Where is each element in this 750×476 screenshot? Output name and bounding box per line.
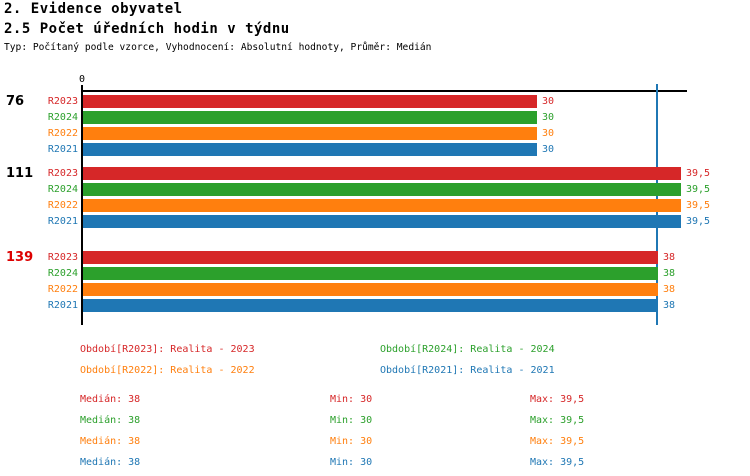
bar-value-label: 39,5 bbox=[686, 168, 711, 179]
stat-median: Medián: 38 bbox=[80, 415, 141, 426]
stat-median: Medián: 38 bbox=[80, 394, 141, 405]
series-label: R2024 bbox=[47, 184, 78, 195]
bar-value-label: 38 bbox=[663, 300, 676, 311]
series-label: R2022 bbox=[47, 200, 78, 211]
series-label: R2023 bbox=[47, 168, 78, 179]
bar-value-label: 38 bbox=[663, 252, 676, 263]
series-label: R2023 bbox=[47, 96, 78, 107]
group-label: 139 bbox=[6, 250, 34, 265]
legend-item-r2024: Období[R2024]: Realita - 2024 bbox=[380, 344, 555, 355]
bar bbox=[83, 127, 537, 140]
bar bbox=[83, 299, 658, 312]
bar bbox=[83, 95, 537, 108]
group-label: 111 bbox=[6, 166, 34, 181]
chart-title: 2.5 Počet úředních hodin v týdnu bbox=[4, 21, 290, 37]
bar-value-label: 39,5 bbox=[686, 200, 711, 211]
bar bbox=[83, 251, 658, 264]
stat-max: Max: 39,5 bbox=[530, 457, 585, 468]
bar-value-label: 38 bbox=[663, 268, 676, 279]
legend-item-r2022: Období[R2022]: Realita - 2022 bbox=[80, 365, 255, 376]
bar-value-label: 39,5 bbox=[686, 184, 711, 195]
stat-median: Medián: 38 bbox=[80, 457, 141, 468]
legend-item-r2023: Období[R2023]: Realita - 2023 bbox=[80, 344, 255, 355]
chart-subtitle: Typ: Počítaný podle vzorce, Vyhodnocení:… bbox=[4, 42, 432, 53]
series-label: R2021 bbox=[47, 144, 78, 155]
bar-value-label: 38 bbox=[663, 284, 676, 295]
stat-min: Min: 30 bbox=[330, 415, 373, 426]
bar bbox=[83, 111, 537, 124]
x-axis-origin-label: 0 bbox=[78, 74, 86, 85]
bar bbox=[83, 283, 658, 296]
stat-max: Max: 39,5 bbox=[530, 394, 585, 405]
stat-max: Max: 39,5 bbox=[530, 415, 585, 426]
stat-min: Min: 30 bbox=[330, 394, 373, 405]
x-axis-line bbox=[81, 90, 687, 92]
bar bbox=[83, 167, 681, 180]
stat-min: Min: 30 bbox=[330, 436, 373, 447]
page-title: 2. Evidence obyvatel bbox=[4, 1, 183, 17]
bar-value-label: 30 bbox=[542, 112, 555, 123]
y-axis-line bbox=[81, 90, 83, 325]
stat-max: Max: 39,5 bbox=[530, 436, 585, 447]
series-label: R2021 bbox=[47, 300, 78, 311]
series-label: R2023 bbox=[47, 252, 78, 263]
bar bbox=[83, 183, 681, 196]
series-label: R2024 bbox=[47, 112, 78, 123]
stat-min: Min: 30 bbox=[330, 457, 373, 468]
bar bbox=[83, 267, 658, 280]
stat-median: Medián: 38 bbox=[80, 436, 141, 447]
series-label: R2022 bbox=[47, 284, 78, 295]
series-label: R2022 bbox=[47, 128, 78, 139]
bar-value-label: 30 bbox=[542, 144, 555, 155]
group-label: 76 bbox=[6, 94, 25, 109]
bar bbox=[83, 199, 681, 212]
x-axis-tick bbox=[81, 85, 83, 90]
bar-value-label: 30 bbox=[542, 128, 555, 139]
bar bbox=[83, 215, 681, 228]
bar-value-label: 39,5 bbox=[686, 216, 711, 227]
series-label: R2021 bbox=[47, 216, 78, 227]
legend-item-r2021: Období[R2021]: Realita - 2021 bbox=[380, 365, 555, 376]
series-label: R2024 bbox=[47, 268, 78, 279]
bar-value-label: 30 bbox=[542, 96, 555, 107]
bar bbox=[83, 143, 537, 156]
